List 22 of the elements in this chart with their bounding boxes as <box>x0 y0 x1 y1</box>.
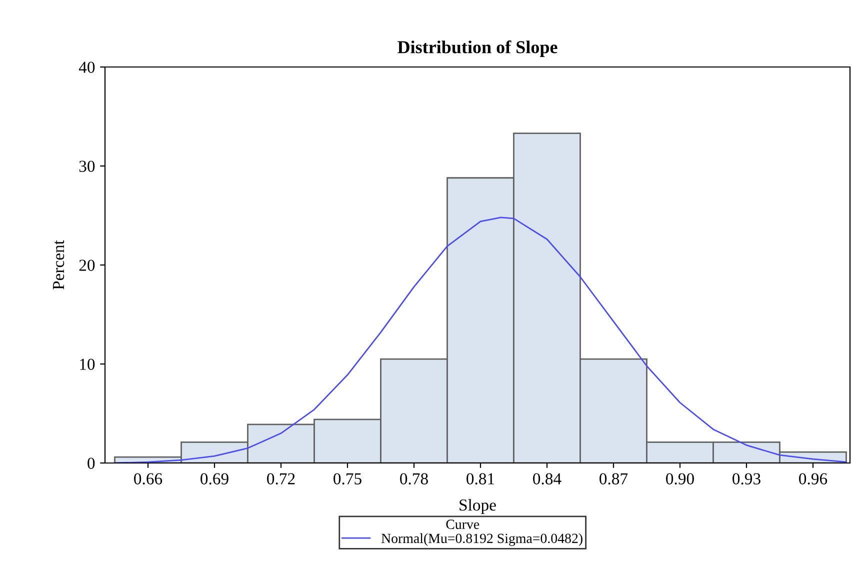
x-tick-label: 0.90 <box>666 473 694 485</box>
y-tick-label: 40 <box>78 62 95 73</box>
x-axis-title: Slope <box>460 498 496 514</box>
y-axis-title: Percent <box>53 240 64 290</box>
x-tick-label: 0.72 <box>267 473 295 485</box>
x-tick-label: 0.87 <box>600 473 628 485</box>
x-tick-label: 0.81 <box>466 473 494 485</box>
x-tick-label: 0.84 <box>533 473 562 485</box>
legend-label: Normal(Mu=0.8192 Sigma=0.0482) <box>381 533 582 546</box>
x-tick-label: 0.66 <box>134 473 162 485</box>
chart-title: Distribution of Slope <box>398 40 558 57</box>
y-tick-label: 30 <box>79 160 95 172</box>
y-tick-label: 10 <box>80 358 95 370</box>
y-tick-label: 0 <box>88 458 95 469</box>
x-tick-label: 0.69 <box>200 473 228 485</box>
line-series <box>114 216 847 463</box>
x-tick-label: 0.96 <box>799 473 828 485</box>
x-tick-label: 0.78 <box>400 473 428 485</box>
x-tick-label: 0.93 <box>732 473 760 485</box>
legend-title: Curve <box>446 520 480 530</box>
x-tick-label: 0.75 <box>334 473 362 485</box>
y-tick-label: 20 <box>79 260 95 271</box>
